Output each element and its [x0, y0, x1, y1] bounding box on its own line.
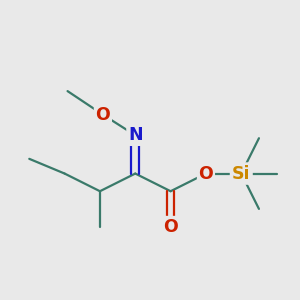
Text: N: N	[128, 126, 142, 144]
Text: O: O	[199, 165, 213, 183]
Text: O: O	[95, 106, 110, 124]
Text: O: O	[163, 218, 178, 236]
Text: Si: Si	[232, 165, 250, 183]
